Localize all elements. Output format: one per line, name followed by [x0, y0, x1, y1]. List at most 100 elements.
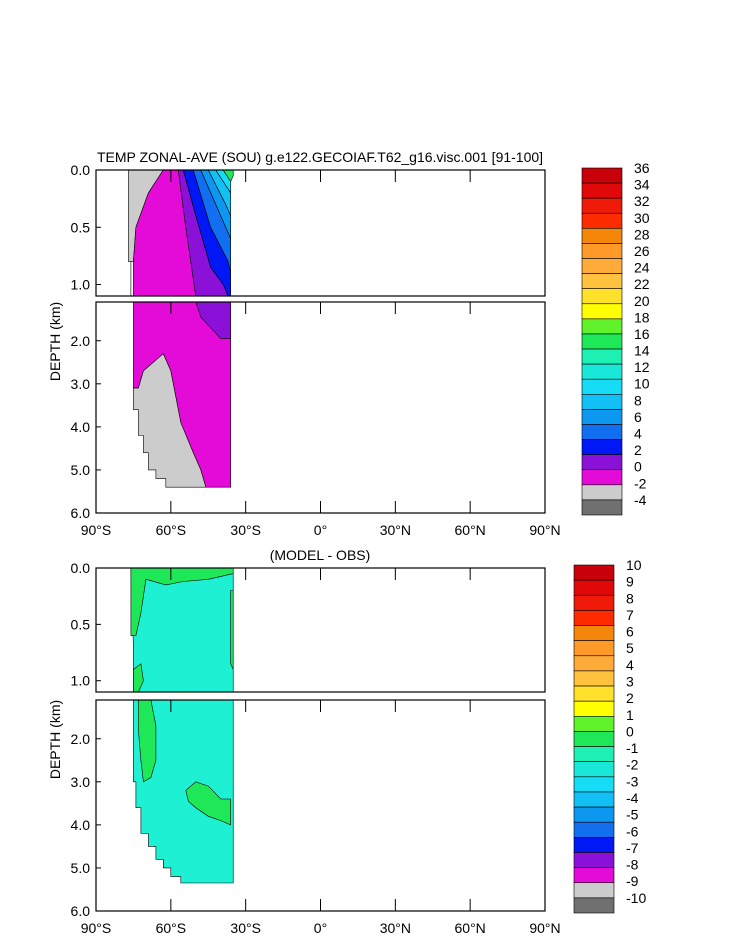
colorbar-swatch — [581, 439, 623, 455]
colorbar-swatch — [581, 424, 623, 440]
colorbar-label: 10 — [634, 376, 650, 392]
colorbar-swatch — [573, 761, 615, 778]
colorbar-label: 18 — [634, 309, 650, 325]
region-0-1-top — [130, 568, 234, 636]
colorbar-swatch — [581, 212, 623, 229]
upper-panel-fill — [96, 170, 234, 296]
y-tick-label: 3.0 — [71, 774, 91, 790]
colorbar-swatch — [581, 499, 623, 516]
region-0-1-west-lower — [133, 663, 144, 692]
colorbar-label: 8 — [634, 392, 642, 408]
colorbar-swatch — [581, 454, 623, 471]
colorbar-label: 7 — [626, 607, 634, 623]
colorbar-swatch — [573, 806, 615, 823]
lower-panel-fill — [133, 302, 231, 488]
region-16-18 — [222, 170, 234, 183]
colorbar-label: -7 — [626, 840, 639, 856]
upper-panel-fill — [130, 568, 234, 692]
region-lower-base — [133, 700, 234, 884]
colorbar-label: 8 — [626, 590, 634, 606]
colorbar-label: -8 — [626, 857, 639, 873]
colorbar-label: 26 — [634, 243, 650, 259]
region-2-4 — [133, 170, 197, 296]
colorbar-swatch — [581, 243, 623, 259]
y-tick-label: 5.0 — [71, 462, 91, 478]
colorbar-label: 14 — [634, 343, 650, 359]
y-tick-label: 1.0 — [71, 673, 91, 689]
colorbar-swatch — [573, 564, 615, 581]
colorbar-swatch — [581, 288, 623, 305]
colorbar-label: -2 — [626, 757, 639, 773]
colorbar-label: 6 — [626, 624, 634, 640]
colorbar-label: 12 — [634, 359, 650, 375]
diff-title: (MODEL - OBS) — [270, 547, 371, 563]
colorbar-label: 28 — [634, 226, 650, 242]
y-tick-label: 2.0 — [71, 333, 91, 349]
x-tick-label: 30°N — [380, 522, 411, 538]
colorbar-label: 0 — [626, 723, 634, 739]
colorbar-swatch — [573, 700, 615, 717]
colorbar-swatch — [581, 409, 623, 425]
region-lower-0-1-b — [185, 781, 231, 826]
colorbar-swatch — [581, 484, 623, 501]
colorbar-swatch — [581, 258, 623, 274]
colorbar-label: -6 — [626, 823, 639, 839]
colorbar-swatch — [573, 746, 615, 762]
y-tick-label: 0.5 — [71, 219, 91, 235]
colorbar-label: -9 — [626, 873, 639, 889]
colorbar-label: -3 — [626, 773, 639, 789]
model-obs-diff-chart: 0.00.51.02.03.04.05.06.090°S 60°S 30°S 0° 30… — [47, 557, 646, 936]
colorbar-swatch — [581, 182, 623, 199]
colorbar-swatch — [573, 867, 615, 884]
colorbar-swatch — [573, 625, 615, 641]
colorbar-label: 2 — [634, 442, 642, 458]
colorbar-label: -10 — [626, 890, 646, 906]
colorbar-swatch — [573, 897, 615, 914]
y-tick-label: 6.0 — [71, 903, 91, 919]
region-12-14 — [207, 170, 231, 216]
region--1-0 — [130, 568, 234, 692]
colorbar-label: 9 — [626, 574, 634, 590]
colorbar-label: 34 — [634, 177, 650, 193]
colorbar-swatch — [573, 655, 615, 672]
colorbar-swatch — [573, 579, 615, 596]
x-tick-label: 60°N — [455, 920, 486, 936]
colorbar-swatch — [573, 776, 615, 793]
x-tick-label: 60°S — [156, 920, 187, 936]
colorbar-swatch — [581, 167, 623, 184]
region-0-1-east — [230, 590, 234, 670]
y-axis-label: DEPTH (km) — [47, 302, 63, 381]
colorbar-swatch — [581, 469, 623, 486]
colorbar-swatch — [573, 821, 615, 838]
colorbar-label: 24 — [634, 260, 650, 276]
colorbar-label: -1 — [626, 740, 639, 756]
colorbar-label: 36 — [634, 160, 650, 176]
x-tick-label: 90°N — [529, 522, 560, 538]
colorbar-label: 16 — [634, 326, 650, 342]
colorbar-label: 20 — [634, 293, 650, 309]
colorbar-label: -5 — [626, 807, 639, 823]
colorbar-label: 3 — [626, 674, 634, 690]
region-lower-4-6 — [195, 302, 231, 339]
colorbar-label: -4 — [626, 790, 639, 806]
colorbar-label: 1 — [626, 707, 634, 723]
colorbar-swatch — [573, 791, 615, 808]
colorbar-swatch — [573, 716, 615, 732]
colorbar-label: 32 — [634, 193, 650, 209]
colorbar-label: -4 — [634, 492, 647, 508]
colorbar-label: 0 — [634, 459, 642, 475]
colorbar-label: -2 — [634, 475, 647, 491]
colorbar-swatch — [581, 303, 623, 320]
colorbar-label: 10 — [626, 557, 642, 573]
x-tick-label: 0° — [314, 522, 327, 538]
x-tick-label: 90°S — [81, 522, 112, 538]
x-tick-label: 30°S — [230, 920, 261, 936]
y-tick-label: 0.0 — [71, 560, 91, 576]
colorbar-swatch — [581, 333, 623, 350]
colorbar-swatch — [573, 882, 615, 899]
colorbar-swatch — [581, 348, 623, 365]
colorbar-swatch — [581, 273, 623, 289]
y-tick-label: 2.0 — [71, 731, 91, 747]
colorbar-swatch — [573, 610, 615, 626]
